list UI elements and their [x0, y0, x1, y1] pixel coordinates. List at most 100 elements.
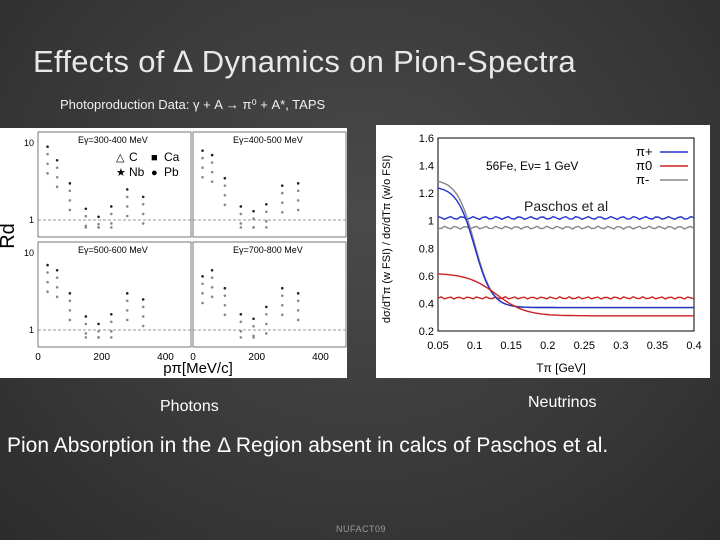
- photon-data-point: [223, 294, 227, 297]
- neutrino-tick-labels: 0.05 0.1 0.15 0.2 0.25 0.3 0.35 0.4 0.2 0.4 0.6 0.8…: [419, 133, 702, 352]
- photon-data-point: [97, 322, 100, 326]
- photon-data-point: [239, 212, 243, 216]
- photon-data-point: [46, 145, 49, 149]
- photon-data-point: [210, 161, 214, 164]
- photon-data-point: [296, 199, 300, 202]
- photon-data-point: [68, 309, 72, 312]
- photon-x-tick: 200: [248, 352, 265, 363]
- neutrino-ylabel: dσ/dTπ (w FSI) / dσ/dTπ (w/o FSI): [381, 155, 393, 323]
- photon-data-point: [125, 318, 129, 322]
- photon-data-point: [97, 222, 100, 226]
- photon-data-point: [68, 199, 72, 202]
- neutrino-x-tick: 0.15: [500, 340, 521, 352]
- photon-y-tick: 10: [24, 248, 34, 258]
- neutrino-x-tick: 0.4: [686, 340, 701, 352]
- calc-pi-zero-curve: [437, 273, 694, 317]
- neutrino-x-tick: 0.1: [467, 340, 482, 352]
- photon-data-point: [46, 280, 49, 284]
- calc-pi-plus-curve: [437, 187, 694, 309]
- photon-tick-labels: 0 200 400 0 200 400 1 10 1 10: [24, 138, 329, 363]
- photon-plot-frames: [37, 131, 347, 348]
- footer-text: NUFACT09: [336, 524, 387, 534]
- photon-chart-svg: Rd pπ[MeV/c] 0 200 400 0 200 400 1 10 1 10 Eγ=300…: [0, 131, 347, 377]
- photon-data-point: [252, 324, 255, 328]
- photon-data-point: [55, 276, 59, 279]
- photon-panel-label: Eγ=400-500 MeV: [233, 135, 303, 145]
- photon-data-point: [280, 201, 284, 204]
- photon-data-point: [110, 226, 113, 229]
- neutrino-annotation: 56Fe, Eν= 1 GeV: [486, 159, 578, 173]
- photon-data-point: [252, 317, 255, 321]
- photon-y-tick: 1: [29, 325, 34, 335]
- photon-data-point: [223, 176, 227, 180]
- neutrino-y-tick: 0.8: [419, 243, 434, 255]
- neutrino-x-tick: 0.35: [647, 340, 668, 352]
- photon-data-point: [210, 276, 214, 279]
- neutrino-y-tick: 0.4: [419, 298, 434, 310]
- photon-data-point: [201, 301, 204, 305]
- photon-data-point: [68, 189, 72, 193]
- photon-data-point: [55, 285, 59, 289]
- photon-data-point: [125, 188, 129, 191]
- photon-data-point: [239, 222, 243, 225]
- caption-neutrinos: Neutrinos: [528, 394, 597, 411]
- photon-data-point: [110, 313, 113, 316]
- photon-data-point: [84, 226, 88, 229]
- photon-data-point: [68, 318, 72, 322]
- photon-data-figure: Rd pπ[MeV/c] 0 200 400 0 200 400 1 10 1 10 Eγ=300…: [0, 128, 347, 378]
- photon-data-point: [223, 203, 227, 207]
- photon-panel-label: Eγ=500-600 MeV: [78, 245, 148, 255]
- photon-data-point: [68, 208, 72, 212]
- photon-data-point: [55, 268, 59, 272]
- photon-data-point: [84, 214, 88, 218]
- photon-data-point: [280, 191, 284, 195]
- photon-data-point: [239, 313, 243, 316]
- photon-data-point: [46, 162, 49, 166]
- slide-title: Effects of ∆ Dynamics on Pion-Spectra: [33, 44, 576, 79]
- photon-data-point: [265, 305, 268, 309]
- photon-data-point: [296, 299, 300, 303]
- photon-legend-label: C: [129, 150, 138, 164]
- photon-data-points: [46, 145, 300, 339]
- photon-x-tick: 400: [312, 352, 329, 363]
- photon-data-point: [55, 295, 59, 299]
- photon-data-point: [239, 336, 243, 339]
- photon-data-point: [68, 292, 72, 295]
- photon-data-point: [141, 324, 145, 328]
- photon-data-point: [125, 309, 129, 312]
- photon-data-point: [141, 315, 145, 318]
- photon-data-point: [125, 214, 129, 218]
- neutrino-legend-label: π-: [636, 172, 649, 187]
- photon-data-point: [296, 182, 300, 185]
- neutrino-x-tick: 0.3: [613, 340, 628, 352]
- neutrino-chart-svg: 0.05 0.1 0.15 0.2 0.25 0.3 0.35 0.4 0.2 0.4 0.6 0.8…: [381, 133, 702, 375]
- photon-data-point: [210, 285, 214, 289]
- photon-data-point: [46, 152, 49, 156]
- photon-data-point: [46, 263, 49, 267]
- photon-data-point: [201, 175, 204, 179]
- photon-legend-label: Pb: [164, 165, 179, 179]
- photon-legend-marker: △: [116, 152, 125, 164]
- photon-data-point: [296, 292, 300, 295]
- photon-y-tick: 10: [24, 138, 34, 148]
- photon-x-tick: 0: [190, 352, 196, 363]
- photon-data-point: [84, 315, 88, 318]
- photon-legend-marker: ●: [151, 167, 158, 179]
- photon-data-point: [201, 166, 204, 169]
- photon-data-point: [110, 320, 113, 324]
- photon-data-point: [201, 149, 204, 152]
- neutrino-xlabel: Tπ [GeV]: [536, 361, 586, 375]
- neutrino-x-tick: 0.25: [574, 340, 595, 352]
- photon-data-point: [265, 313, 268, 316]
- photon-data-point: [201, 275, 204, 278]
- photon-data-point: [68, 299, 72, 303]
- photon-data-point: [141, 195, 145, 199]
- photon-data-point: [97, 226, 100, 229]
- photon-data-point: [84, 322, 88, 326]
- photon-data-point: [46, 290, 49, 294]
- paschos-overlay-label: Paschos et al: [524, 198, 608, 214]
- neutrino-y-tick: 1.6: [419, 133, 434, 145]
- photon-data-point: [125, 205, 129, 208]
- photon-data-point: [210, 180, 214, 184]
- photon-data-point: [239, 320, 243, 324]
